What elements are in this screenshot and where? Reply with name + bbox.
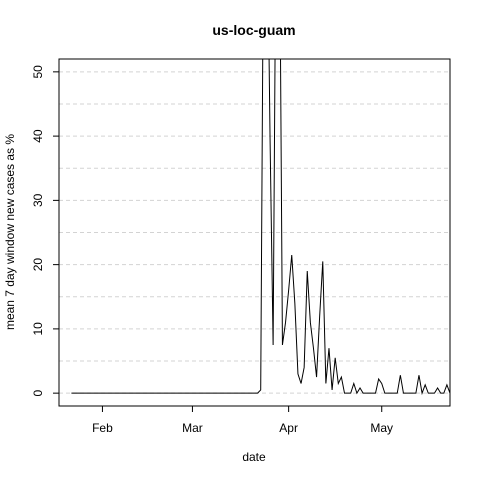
gridlines (59, 71, 450, 394)
chart-title: us-loc-guam (212, 22, 295, 38)
x-tick-label-may: May (370, 421, 393, 435)
y-tick-label-0: 0 (31, 389, 45, 396)
x-tick-label-apr: Apr (279, 421, 298, 435)
y-tick-label-30: 30 (31, 193, 45, 207)
y-tick-label-10: 10 (31, 322, 45, 336)
y-axis: 0 10 20 30 40 50 (31, 65, 59, 396)
series-line (71, 59, 450, 396)
x-axis-label: date (242, 450, 266, 464)
y-tick-label-40: 40 (31, 129, 45, 143)
y-tick-label-50: 50 (31, 65, 45, 79)
y-tick-label-20: 20 (31, 258, 45, 272)
plot-frame (58, 58, 451, 407)
x-axis: Feb Mar Apr May (92, 406, 393, 435)
y-axis-label: mean 7 day window new cases as % (3, 134, 17, 330)
x-tick-label-feb: Feb (92, 421, 113, 435)
x-tick-label-mar: Mar (182, 421, 203, 435)
